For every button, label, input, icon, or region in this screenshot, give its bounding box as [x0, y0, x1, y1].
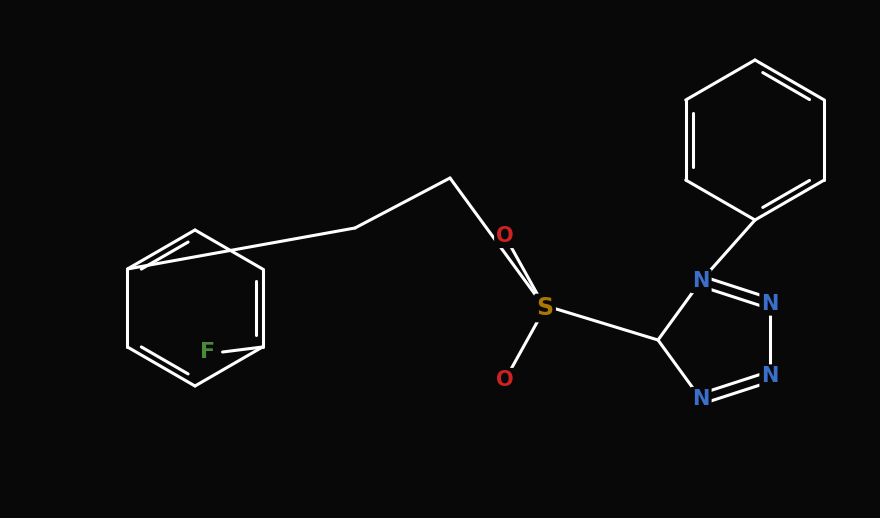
Text: F: F: [200, 342, 215, 362]
Text: O: O: [496, 226, 514, 246]
Text: O: O: [496, 370, 514, 390]
Text: N: N: [693, 389, 709, 409]
Text: N: N: [761, 366, 779, 386]
Text: N: N: [761, 294, 779, 313]
Text: N: N: [693, 271, 709, 291]
Text: S: S: [537, 296, 554, 320]
